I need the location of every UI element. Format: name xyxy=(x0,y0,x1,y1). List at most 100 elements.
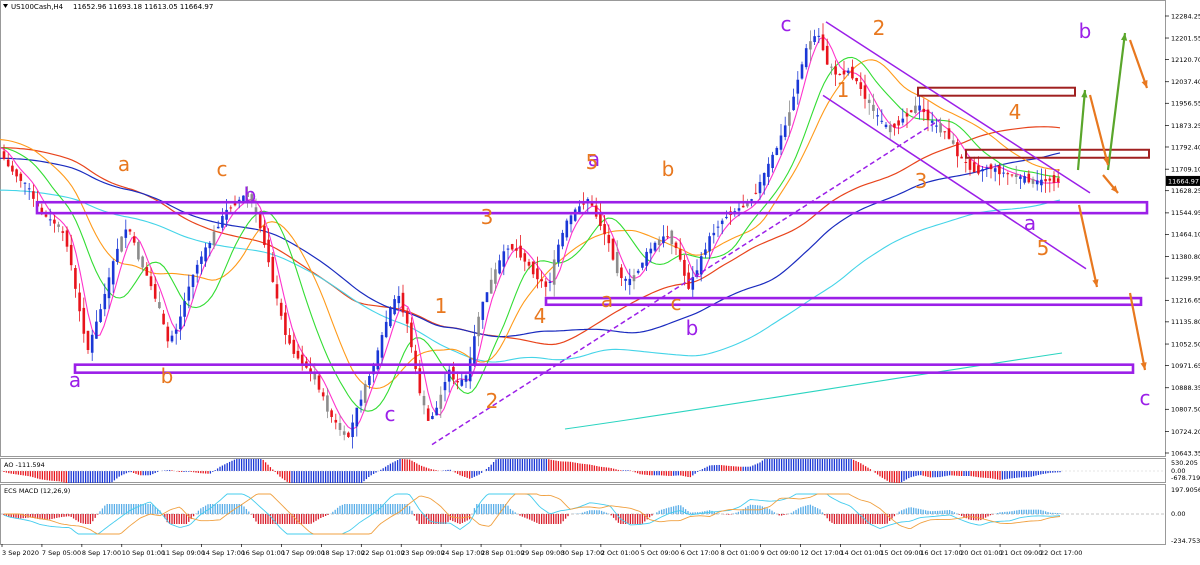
candle-body xyxy=(439,394,443,409)
candle-body xyxy=(704,249,707,255)
candle-body xyxy=(275,284,279,299)
date-tick-label: 3 Sep 2020 xyxy=(2,549,39,557)
candle-body xyxy=(888,125,892,133)
candle-body xyxy=(834,66,837,75)
candle-body xyxy=(149,276,153,287)
wave-label-orange: 4 xyxy=(534,304,547,328)
candle-body xyxy=(867,99,871,103)
candle-body xyxy=(279,302,283,316)
candle-body xyxy=(338,422,342,430)
date-tick-label: 9 Oct 09:00 xyxy=(761,549,799,557)
candle-body xyxy=(317,375,321,390)
symbol-header: US100Cash,H4 xyxy=(11,3,64,11)
candle-body xyxy=(359,399,363,406)
candle-body xyxy=(468,358,472,382)
price-tick-label: 11709.10 xyxy=(1171,165,1200,173)
date-tick-label: 16 Sep 01:00 xyxy=(242,549,285,557)
candle-body xyxy=(998,165,1001,175)
candle-body xyxy=(993,168,997,172)
candle-body xyxy=(61,231,65,233)
candle-body xyxy=(53,219,56,224)
candle-body xyxy=(960,156,963,159)
candle-body xyxy=(137,241,140,260)
channel-lower-line xyxy=(822,94,1087,270)
candle-body xyxy=(464,375,468,382)
candle-body xyxy=(918,105,921,111)
candle-body xyxy=(741,205,745,208)
candle-body xyxy=(884,124,888,128)
ao-panel xyxy=(0,458,1166,483)
wave-label-purple: b xyxy=(1079,19,1092,43)
date-tick-label: 8 Oct 01:00 xyxy=(721,549,759,557)
wave-label-orange: b xyxy=(662,157,675,181)
candle-body xyxy=(758,181,762,194)
wave-label-purple: c xyxy=(781,12,792,36)
candle-body xyxy=(363,383,367,403)
candle-body xyxy=(107,277,111,299)
date-tick-label: 22 Sep 01:00 xyxy=(361,549,404,557)
date-tick-label: 30 Sep 17:00 xyxy=(561,549,604,557)
candle-body xyxy=(405,310,409,324)
candle-body xyxy=(124,229,128,238)
candle-body xyxy=(321,392,325,397)
candle-body xyxy=(561,232,564,247)
candle-body xyxy=(246,192,249,197)
candle-body xyxy=(611,238,615,260)
macd-line xyxy=(3,493,1061,535)
date-tick-label: 15 Oct 09:00 xyxy=(880,549,922,557)
candle-body xyxy=(2,151,6,159)
candle-body xyxy=(557,244,560,263)
candle-body xyxy=(389,307,392,327)
candle-body xyxy=(905,113,909,117)
price-tick-label: 11464.10 xyxy=(1171,231,1200,239)
arrow-orange-1-head xyxy=(1103,157,1110,165)
candle-body xyxy=(95,321,98,339)
candle-body xyxy=(792,96,795,111)
candle-body xyxy=(1002,172,1005,174)
arrow-orange-1 xyxy=(1088,94,1110,166)
wave-label-orange: 2 xyxy=(486,389,499,413)
candle-body xyxy=(737,208,741,211)
candle-body xyxy=(170,335,174,342)
candle-body xyxy=(116,248,119,262)
last-price-label: 11664.97 xyxy=(1168,177,1199,185)
price-tick-label: 10971.65 xyxy=(1171,362,1200,370)
candle-body xyxy=(23,182,27,184)
price-tick-label: 11628.25 xyxy=(1171,187,1200,195)
candle-body xyxy=(128,229,132,232)
support-zone-box-upper xyxy=(35,200,1149,215)
price-tick-label: 11956.55 xyxy=(1171,100,1200,108)
candle-body xyxy=(296,350,300,359)
candle-body xyxy=(401,292,405,313)
candle-body xyxy=(695,270,699,277)
candle-body xyxy=(989,164,993,170)
candle-body xyxy=(754,192,758,194)
candle-body xyxy=(582,203,585,205)
candle-body xyxy=(708,236,711,252)
candle-body xyxy=(930,120,934,123)
candle-body xyxy=(313,373,317,380)
candle-body xyxy=(527,261,531,266)
wave-label-purple: b xyxy=(686,316,699,340)
candle-body xyxy=(683,259,686,276)
candle-body xyxy=(666,236,669,238)
wave-label-purple: c xyxy=(385,402,396,426)
ma-cyan-line xyxy=(0,189,1061,363)
dropdown-triangle-icon[interactable] xyxy=(3,4,8,8)
candle-body xyxy=(716,226,720,228)
candle-body xyxy=(200,256,203,264)
wave-label-purple: a xyxy=(1024,211,1036,235)
date-tick-label: 23 Sep 09:00 xyxy=(401,549,444,557)
candle-body xyxy=(951,140,955,144)
macd-signal-line xyxy=(4,493,1061,535)
macd-panel xyxy=(0,484,1166,545)
candle-body xyxy=(662,236,665,244)
candle-body xyxy=(431,415,434,420)
date-tick-label: 11 Sep 09:00 xyxy=(162,549,205,557)
arrow-green-1-head xyxy=(1081,90,1088,98)
candle-body xyxy=(863,85,867,99)
candle-body xyxy=(523,253,527,262)
candle-body xyxy=(78,292,81,312)
candle-body xyxy=(578,206,581,214)
